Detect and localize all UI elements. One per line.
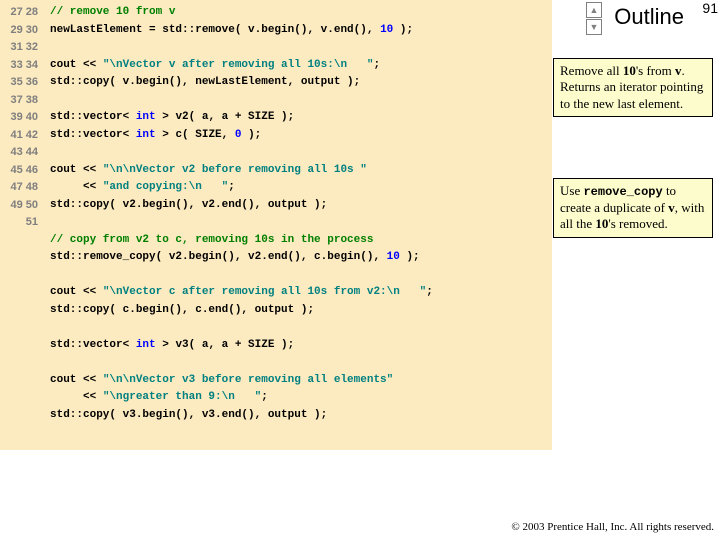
callout-remove-copy: Use remove_copy to create a duplicate of…	[553, 178, 713, 238]
outline-arrow-group: ▲ ▼	[586, 2, 604, 36]
page-number: 91	[702, 0, 718, 16]
callout-remove: Remove all 10's from v. Returns an itera…	[553, 58, 713, 117]
copyright: © 2003 Prentice Hall, Inc. All rights re…	[511, 521, 714, 534]
code-block: 27 28 29 30 31 32 33 34 35 36 37 38 39 4…	[0, 0, 552, 450]
outline-arrow-down-icon[interactable]: ▼	[586, 19, 602, 35]
outline-title: Outline	[614, 4, 684, 30]
code-lines: // remove 10 from vnewLastElement = std:…	[44, 0, 552, 450]
line-numbers: 27 28 29 30 31 32 33 34 35 36 37 38 39 4…	[0, 0, 44, 450]
outline-arrow-up-icon[interactable]: ▲	[586, 2, 602, 18]
